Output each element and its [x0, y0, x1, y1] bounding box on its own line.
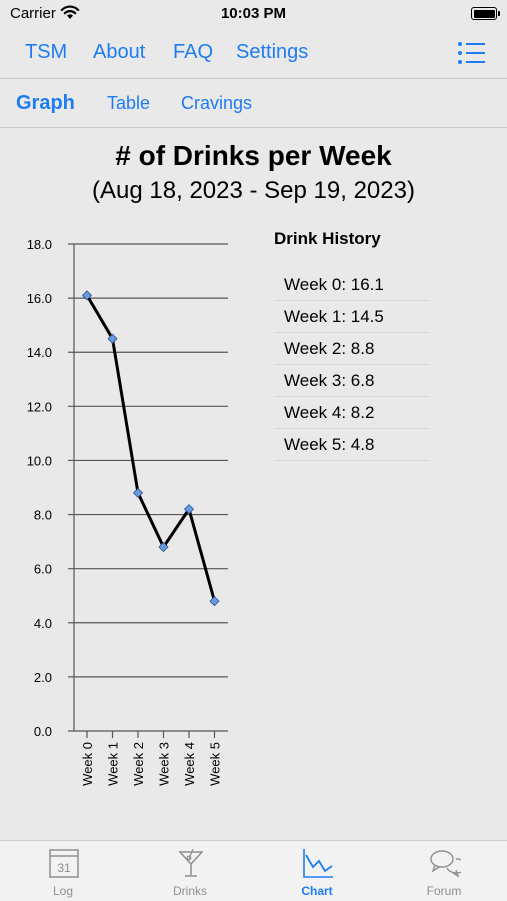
history-item: Week 5: 4.8: [274, 428, 430, 461]
y-tick-label: 8.0: [34, 508, 52, 523]
calendar-icon: 31: [49, 849, 79, 878]
tab-bar-drinks[interactable]: Drinks: [127, 841, 253, 901]
series-line: [85, 294, 216, 602]
data-point: [132, 487, 144, 498]
tab-bar-log[interactable]: 31 Log: [0, 841, 126, 901]
history-item: Week 4: 8.2: [274, 396, 430, 428]
nav-link-tsm[interactable]: TSM: [25, 41, 68, 63]
y-tick-label: 12.0: [27, 399, 52, 414]
data-point: [209, 596, 220, 607]
history-item: Week 0: 16.1: [284, 275, 384, 294]
y-tick-label: 16.0: [27, 291, 52, 306]
tab-bar-drinks-label: Drinks: [172, 884, 207, 898]
sub-nav: Graph Table Cravings: [0, 79, 507, 128]
tab-table[interactable]: Table: [107, 93, 151, 113]
y-tick-label: 14.0: [27, 345, 52, 360]
top-nav: TSM About FAQ Settings: [0, 28, 507, 79]
y-tick-label: 6.0: [34, 562, 52, 577]
y-tick-label: 4.0: [34, 616, 52, 631]
drinks-line-chart: 0.0 2.0 4.0 6.0 8.0 10.0 12.0 14.0 16.0 18.0 Week …: [27, 237, 228, 786]
tab-graph[interactable]: Graph: [16, 92, 75, 114]
nav-link-settings[interactable]: Settings: [236, 41, 309, 63]
history-item: Week 1: 14.5: [274, 300, 430, 332]
chat-bubbles-icon: [430, 850, 461, 878]
x-tick-label: Week 3: [157, 742, 172, 786]
x-tick-label: Week 4: [182, 742, 197, 786]
nav-link-about[interactable]: About: [93, 41, 146, 63]
tab-cravings[interactable]: Cravings: [181, 93, 253, 113]
y-tick-label: 18.0: [27, 237, 52, 252]
tab-bar-chart[interactable]: Chart: [254, 841, 380, 901]
y-tick-label: 0.0: [34, 724, 52, 739]
data-point: [158, 541, 169, 553]
history-item: Week 3: 6.8: [274, 364, 430, 396]
status-bar: Carrier 10:03 PM: [0, 0, 507, 28]
tab-bar-chart-label: Chart: [301, 884, 333, 898]
tab-bar-forum[interactable]: Forum: [381, 841, 507, 901]
line-chart-icon: [303, 849, 333, 878]
y-tick-label: 2.0: [34, 670, 52, 685]
tab-bar-forum-label: Forum: [426, 884, 462, 898]
data-point: [81, 290, 93, 301]
martini-glass-icon: [178, 848, 204, 877]
tab-bar-log-label: Log: [52, 884, 74, 898]
tab-bar: 31 Log Drinks Chart Forum: [0, 840, 507, 901]
x-tick-label: Week 1: [106, 742, 121, 786]
history-list: Week 0: 16.1 Week 1: 14.5 Week 2: 8.8 We…: [274, 269, 430, 461]
list-menu-icon[interactable]: [457, 40, 485, 66]
wifi-icon: [60, 5, 80, 19]
chart-title: # of Drinks per Week: [115, 140, 392, 171]
carrier-label: Carrier: [10, 5, 56, 22]
x-tick-label: Week 2: [131, 742, 146, 786]
chart-subtitle: (Aug 18, 2023 - Sep 19, 2023): [92, 177, 415, 204]
y-tick-label: 10.0: [27, 453, 52, 468]
nav-link-faq[interactable]: FAQ: [173, 41, 214, 63]
battery-icon: [471, 7, 500, 20]
history-item: Week 2: 8.8: [274, 332, 430, 364]
data-point: [107, 333, 118, 344]
history-title: Drink History: [274, 229, 381, 248]
data-point: [183, 504, 195, 515]
x-tick-label: Week 0: [80, 742, 95, 786]
calendar-icon-text: 31: [57, 861, 71, 875]
x-tick-label: Week 5: [208, 742, 223, 786]
status-time: 10:03 PM: [220, 5, 287, 22]
